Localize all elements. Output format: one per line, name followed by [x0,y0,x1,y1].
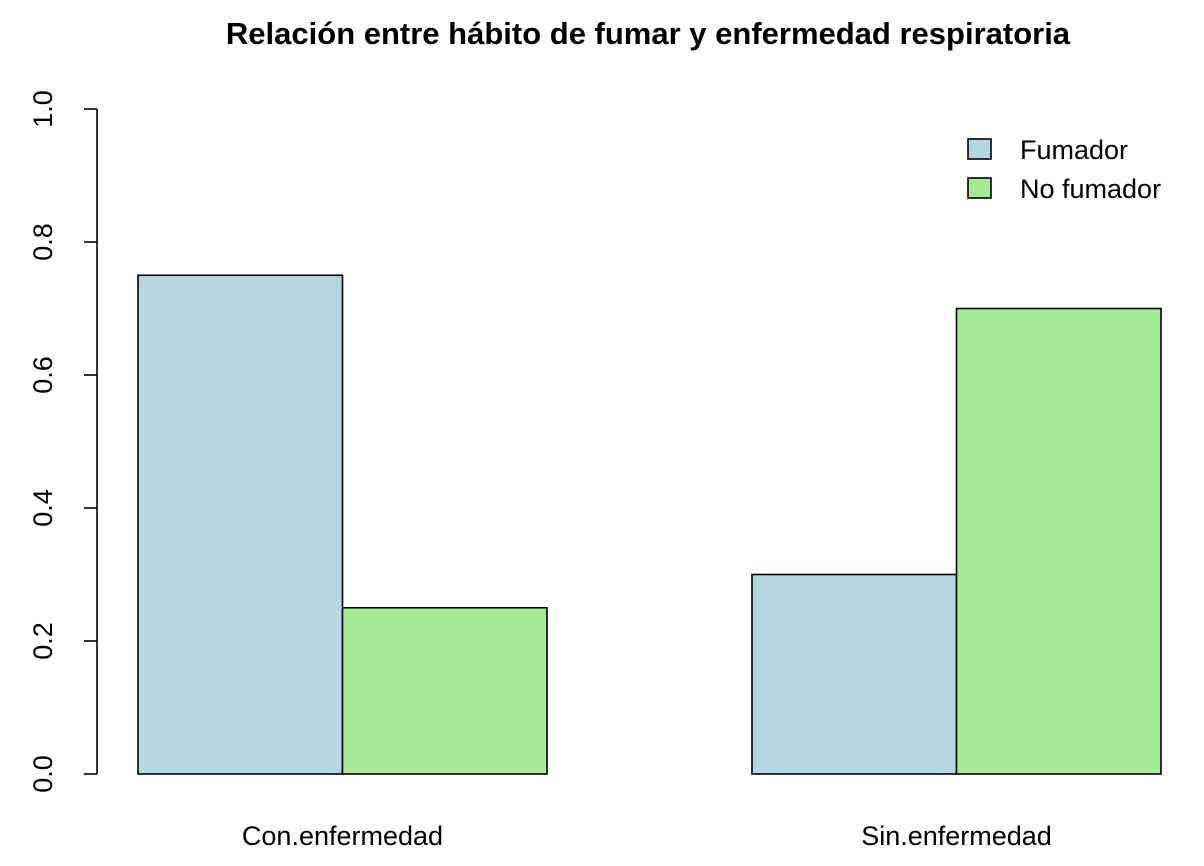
y-tick-label: 1.0 [28,90,58,128]
x-category-label: Con.enfermedad [242,821,443,851]
legend-label: Fumador [1020,135,1128,165]
legend-swatch [968,178,991,198]
y-tick-label: 0.4 [28,489,58,527]
x-category-label: Sin.enfermedad [861,821,1052,851]
legend-label: No fumador [1020,174,1161,204]
bar-fumador-con-enfermedad [138,275,343,774]
chart-title: Relación entre hábito de fumar y enferme… [226,16,1071,51]
y-tick-label: 0.0 [28,755,58,793]
legend-swatch [968,139,991,159]
y-tick-label: 0.6 [28,356,58,394]
legend: Fumador No fumador [968,135,1161,204]
x-axis-labels: Con.enfermedad Sin.enfermedad [242,821,1052,851]
bar-no-fumador-con-enfermedad [343,608,548,774]
bars-group [138,275,1161,774]
y-tick-label: 0.2 [28,622,58,660]
y-tick-label: 0.8 [28,223,58,261]
y-axis: 0.0 0.2 0.4 0.6 0.8 1.0 [28,90,97,793]
bar-no-fumador-sin-enfermedad [957,309,1162,775]
bar-fumador-sin-enfermedad [752,575,957,775]
